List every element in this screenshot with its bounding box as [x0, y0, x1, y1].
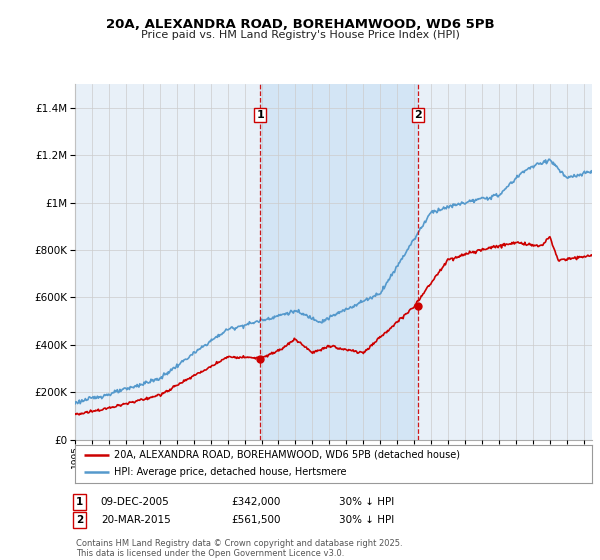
Text: 30% ↓ HPI: 30% ↓ HPI	[339, 515, 394, 525]
Text: 20A, ALEXANDRA ROAD, BOREHAMWOOD, WD6 5PB (detached house): 20A, ALEXANDRA ROAD, BOREHAMWOOD, WD6 5P…	[114, 450, 460, 460]
Text: £342,000: £342,000	[231, 497, 280, 507]
Text: 2: 2	[414, 110, 422, 120]
Text: 2: 2	[76, 515, 83, 525]
Text: 1: 1	[256, 110, 264, 120]
Text: HPI: Average price, detached house, Hertsmere: HPI: Average price, detached house, Hert…	[114, 468, 346, 478]
Text: Price paid vs. HM Land Registry's House Price Index (HPI): Price paid vs. HM Land Registry's House …	[140, 30, 460, 40]
Text: 30% ↓ HPI: 30% ↓ HPI	[339, 497, 394, 507]
Text: £561,500: £561,500	[231, 515, 281, 525]
Bar	[260, 84, 418, 440]
Text: 20-MAR-2015: 20-MAR-2015	[101, 515, 170, 525]
Text: Contains HM Land Registry data © Crown copyright and database right 2025.
This d: Contains HM Land Registry data © Crown c…	[76, 539, 403, 558]
Text: 20A, ALEXANDRA ROAD, BOREHAMWOOD, WD6 5PB: 20A, ALEXANDRA ROAD, BOREHAMWOOD, WD6 5P…	[106, 18, 494, 31]
Text: 1: 1	[76, 497, 83, 507]
Text: 09-DEC-2005: 09-DEC-2005	[101, 497, 170, 507]
